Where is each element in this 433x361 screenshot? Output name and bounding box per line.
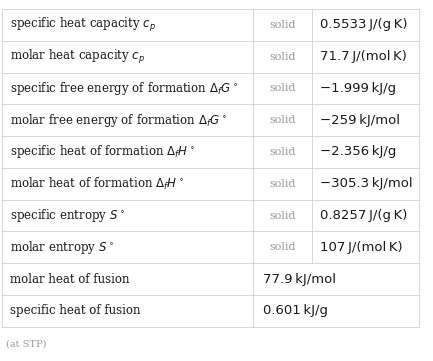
Text: solid: solid bbox=[269, 20, 296, 30]
Text: specific heat of formation $\Delta_f H^\circ$: specific heat of formation $\Delta_f H^\… bbox=[10, 143, 194, 161]
Text: molar entropy $S^\circ$: molar entropy $S^\circ$ bbox=[10, 239, 113, 256]
Text: molar heat capacity $c_p$: molar heat capacity $c_p$ bbox=[10, 48, 145, 66]
Text: molar heat of formation $\Delta_f H^\circ$: molar heat of formation $\Delta_f H^\cir… bbox=[10, 176, 184, 192]
Text: 107 J/(mol K): 107 J/(mol K) bbox=[320, 241, 402, 254]
Text: specific entropy $S^\circ$: specific entropy $S^\circ$ bbox=[10, 207, 124, 224]
Text: −259 kJ/mol: −259 kJ/mol bbox=[320, 114, 400, 127]
Text: solid: solid bbox=[269, 210, 296, 221]
Text: solid: solid bbox=[269, 179, 296, 189]
Text: solid: solid bbox=[269, 83, 296, 93]
Text: solid: solid bbox=[269, 242, 296, 252]
Text: 0.601 kJ/g: 0.601 kJ/g bbox=[264, 304, 329, 317]
Text: molar heat of fusion: molar heat of fusion bbox=[10, 273, 129, 286]
Text: 77.9 kJ/mol: 77.9 kJ/mol bbox=[264, 273, 336, 286]
Text: −305.3 kJ/mol: −305.3 kJ/mol bbox=[320, 177, 412, 190]
Text: specific heat of fusion: specific heat of fusion bbox=[10, 304, 140, 317]
Text: −1.999 kJ/g: −1.999 kJ/g bbox=[320, 82, 396, 95]
Text: molar free energy of formation $\Delta_f G^\circ$: molar free energy of formation $\Delta_f… bbox=[10, 112, 226, 129]
Text: solid: solid bbox=[269, 52, 296, 62]
Text: specific free energy of formation $\Delta_f G^\circ$: specific free energy of formation $\Delt… bbox=[10, 80, 237, 97]
Text: solid: solid bbox=[269, 147, 296, 157]
Text: 0.5533 J/(g K): 0.5533 J/(g K) bbox=[320, 18, 407, 31]
Text: specific heat capacity $c_p$: specific heat capacity $c_p$ bbox=[10, 16, 156, 34]
Text: (at STP): (at STP) bbox=[6, 339, 47, 348]
Text: 0.8257 J/(g K): 0.8257 J/(g K) bbox=[320, 209, 407, 222]
Text: −2.356 kJ/g: −2.356 kJ/g bbox=[320, 145, 396, 158]
Text: solid: solid bbox=[269, 115, 296, 125]
Text: 71.7 J/(mol K): 71.7 J/(mol K) bbox=[320, 50, 407, 63]
